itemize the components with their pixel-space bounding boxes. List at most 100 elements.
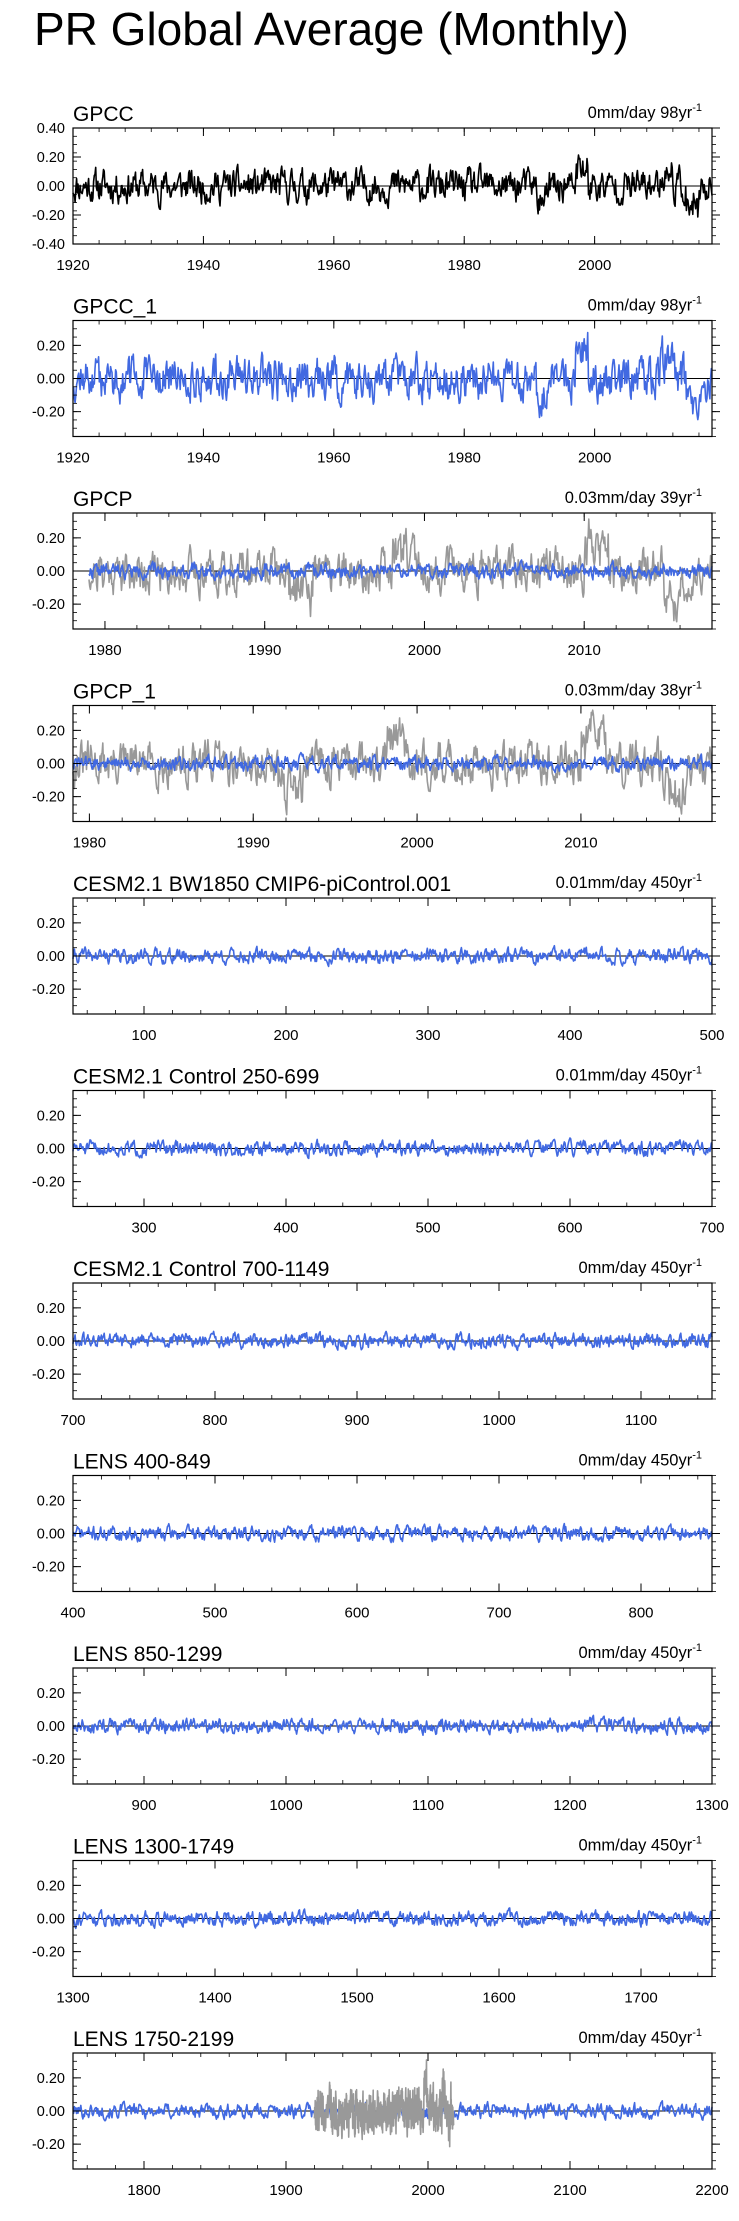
x-tick-label: 400 [60,1605,85,1622]
x-tick-label: 2000 [578,450,611,467]
x-tick-label: 1000 [482,1412,515,1429]
y-tick-label: 0.20 [37,150,65,166]
y-tick-label: 0.20 [37,2071,65,2087]
x-tick-label: 700 [486,1605,511,1622]
chart-title: CESM2.1 BW1850 CMIP6-piControl.001 [73,873,451,896]
y-tick-label: 0.00 [37,1719,65,1735]
x-tick-label: 900 [131,1797,156,1814]
series-line [313,2059,455,2148]
chart-title: GPCC [73,103,134,126]
chart-stat: 0.01mm/day 450yr-1 [556,1065,702,1085]
chart-stat: 0mm/day 98yr-1 [588,295,702,315]
x-tick-label: 1900 [269,2182,302,2199]
x-tick-label: 2000 [578,257,611,274]
x-tick-label: 1700 [624,1990,657,2007]
y-tick-label: 0.20 [37,1108,65,1124]
x-tick-label: 400 [557,1027,582,1044]
y-tick-label: 0.00 [37,757,65,773]
series-line [72,751,713,774]
y-tick-label: 0.00 [37,179,65,195]
series-line [72,1907,713,1930]
x-tick-label: 500 [415,1220,440,1237]
x-tick-label: 1990 [237,835,270,852]
x-tick-label: 2010 [564,835,597,852]
x-tick-label: 300 [415,1027,440,1044]
x-tick-label: 800 [202,1412,227,1429]
x-tick-label: 600 [344,1605,369,1622]
x-tick-label: 1980 [73,835,106,852]
x-tick-label: 700 [60,1412,85,1429]
chart-panel: GPCC 0mm/day 98yr-1 0.40 0.20 0.00 -0.20 -0.40… [32,102,720,274]
y-tick-label: 0.00 [37,2104,65,2120]
chart-title: CESM2.1 Control 250-699 [73,1066,319,1089]
series-line [88,559,713,582]
x-tick-label: 1600 [482,1990,515,2007]
x-tick-label: 2000 [408,642,441,659]
chart-panel: GPCC_1 0mm/day 98yr-1 0.20 0.00 -0.20 1920 194… [32,295,720,467]
y-tick-label: 0.20 [37,531,65,547]
y-tick-label: 0.20 [37,1686,65,1702]
chart-panel: LENS 400-849 0mm/day 450yr-1 0.20 0.00 -0.20… [32,1450,720,1622]
chart-panel: CESM2.1 Control 700-1149 0mm/day 450yr-1 0… [32,1257,720,1429]
x-tick-label: 1300 [56,1990,89,2007]
chart-stat: 0mm/day 450yr-1 [579,1642,703,1662]
series-line [88,518,713,623]
series-line [72,1714,713,1736]
chart-title: LENS 1300-1749 [73,1836,234,1859]
y-tick-label: 0.00 [37,1912,65,1928]
page-title: PR Global Average (Monthly) [34,3,629,55]
x-tick-label: 100 [131,1027,156,1044]
chart-panel: LENS 1750-2199 0mm/day 450yr-1 0.20 0.00 -0.… [32,2027,729,2199]
x-tick-label: 200 [273,1027,298,1044]
y-tick-label: 0.20 [37,916,65,932]
x-tick-label: 1980 [448,257,481,274]
x-tick-label: 2000 [411,2182,444,2199]
y-tick-label: 0.40 [37,121,65,137]
series-line [72,154,713,218]
chart-title: GPCC_1 [73,296,157,319]
x-tick-label: 2200 [695,2182,728,2199]
x-tick-label: 900 [344,1412,369,1429]
series-line [72,1137,713,1160]
chart-title: GPCP_1 [73,681,156,704]
chart-stat: 0.03mm/day 38yr-1 [565,680,702,700]
x-tick-label: 1980 [88,642,121,659]
x-tick-label: 1300 [695,1797,728,1814]
x-tick-label: 1980 [448,450,481,467]
y-tick-label: 0.00 [37,564,65,580]
y-tick-label: -0.20 [32,1945,65,1961]
x-tick-label: 1800 [127,2182,160,2199]
x-tick-label: 600 [557,1220,582,1237]
series-line [72,709,713,816]
chart-title: LENS 400-849 [73,1451,211,1474]
chart-stat: 0mm/day 450yr-1 [579,1450,703,1470]
x-tick-label: 300 [131,1220,156,1237]
x-tick-label: 800 [628,1605,653,1622]
chart-stat: 0.03mm/day 39yr-1 [565,487,702,507]
x-tick-label: 2100 [553,2182,586,2199]
chart-title: CESM2.1 Control 700-1149 [73,1258,329,1281]
chart-panel: LENS 1300-1749 0mm/day 450yr-1 0.20 0.00 -0.… [32,1835,720,2007]
y-tick-label: 0.00 [37,1527,65,1543]
chart-stat: 0mm/day 450yr-1 [579,2027,703,2047]
y-tick-label: -0.20 [32,405,65,421]
y-tick-label: -0.20 [32,208,65,224]
series-line [72,1330,713,1352]
y-tick-label: -0.20 [32,790,65,806]
chart-stat: 0mm/day 98yr-1 [588,102,702,122]
x-tick-label: 1100 [625,1412,657,1429]
x-tick-label: 1920 [56,257,89,274]
y-tick-label: -0.20 [32,597,65,613]
series-line [72,1522,713,1544]
x-tick-label: 1940 [187,257,220,274]
x-tick-label: 2000 [400,835,433,852]
y-tick-label: -0.20 [32,1560,65,1576]
x-tick-label: 1990 [248,642,281,659]
x-tick-label: 1920 [56,450,89,467]
chart-panel: LENS 850-1299 0mm/day 450yr-1 0.20 0.00 -0.2… [32,1642,729,1814]
chart-title: LENS 1750-2199 [73,2028,234,2051]
y-tick-label: 0.20 [37,1301,65,1317]
y-tick-label: 0.20 [37,1878,65,1894]
x-tick-label: 2010 [568,642,601,659]
y-tick-label: -0.40 [32,237,65,253]
